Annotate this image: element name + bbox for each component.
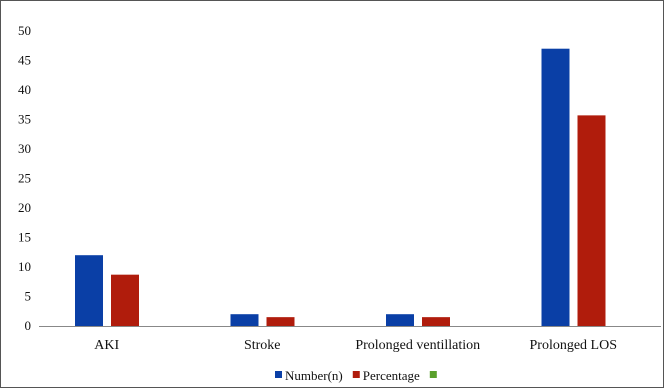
bar-number <box>541 48 570 326</box>
bar-percentage <box>266 317 295 326</box>
y-tick-label: 40 <box>18 82 31 97</box>
x-category-label: Prolonged ventillation <box>355 338 480 353</box>
y-tick-label: 30 <box>18 141 31 156</box>
x-category-label: Stroke <box>244 338 281 353</box>
legend-label: Number(n) <box>285 368 343 383</box>
legend-swatch <box>352 371 360 378</box>
x-category-label: AKI <box>94 338 119 353</box>
bar-percentage <box>422 317 450 326</box>
y-tick-label: 25 <box>18 171 31 186</box>
legend-swatch <box>275 371 282 378</box>
y-tick-label: 35 <box>18 112 31 127</box>
legend-swatch <box>429 371 437 378</box>
y-tick-label: 0 <box>25 318 32 333</box>
y-tick-label: 15 <box>18 230 31 245</box>
bar-number <box>230 314 259 326</box>
y-tick-label: 20 <box>18 200 31 215</box>
bar-number <box>75 255 103 326</box>
y-tick-label: 45 <box>18 53 31 68</box>
bar-number <box>386 314 414 326</box>
y-tick-label: 5 <box>25 289 32 304</box>
bar-percentage <box>111 274 139 326</box>
y-tick-label: 50 <box>18 23 31 38</box>
y-tick-label: 10 <box>18 259 31 274</box>
bar-percentage <box>577 115 606 327</box>
legend-label: Percentage <box>363 368 420 383</box>
x-category-label: Prolonged LOS <box>530 338 618 353</box>
